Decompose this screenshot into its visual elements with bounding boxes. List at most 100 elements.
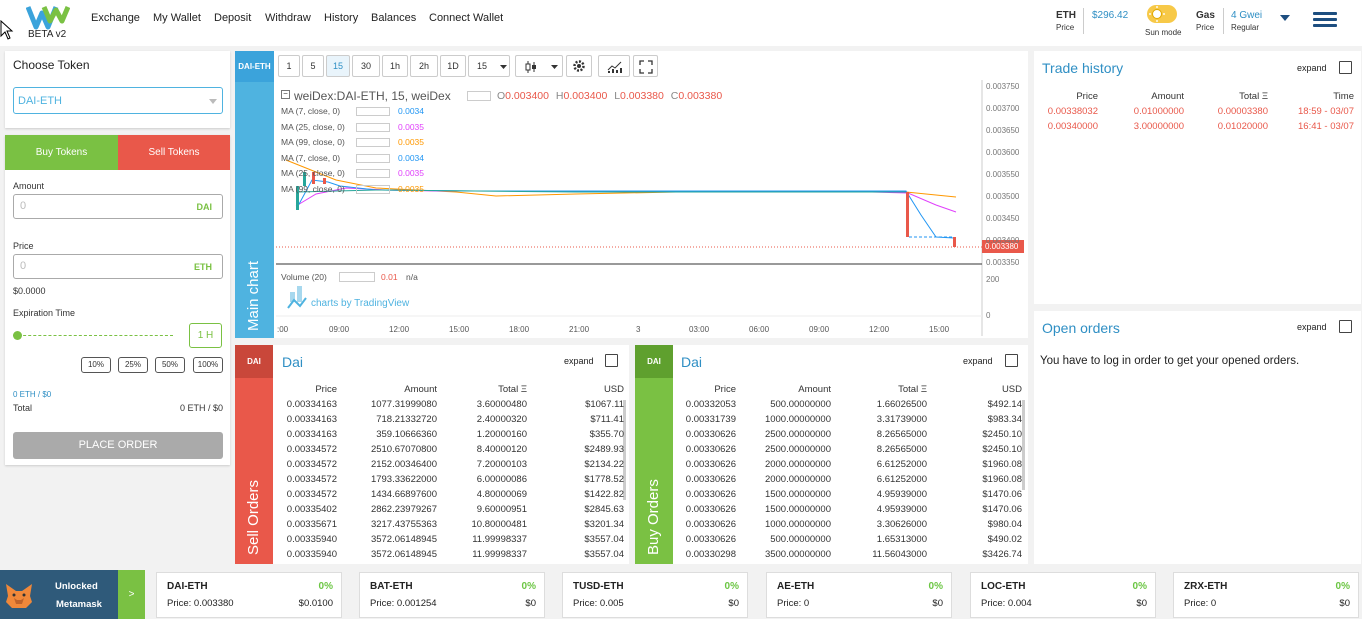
tradingview-logo[interactable] [287,286,307,309]
expand-icon[interactable] [1005,354,1018,367]
metamask-arrow-button[interactable]: > [118,570,145,619]
price-input[interactable]: 0 ETH [13,254,223,279]
nav-balances[interactable]: Balances [371,12,417,24]
amount-input[interactable]: 0 DAI [13,194,223,219]
expiration-slider[interactable] [13,335,173,336]
ma-toggle-icons[interactable] [356,169,390,178]
order-row[interactable]: 0.00330626 2500.00000000 8.26565000 $2450.1… [673,444,1026,459]
expand-icon[interactable] [1339,320,1352,333]
indicators-button[interactable] [598,55,630,77]
order-row[interactable]: 0.00334163 359.10666360 1.20000160 $355.70 [273,429,627,444]
order-row[interactable]: 0.00334572 2510.67070800 8.40000120 $2489.9… [273,444,627,459]
pct-100-button[interactable]: 100% [193,357,223,373]
price-chart[interactable] [276,80,1024,336]
order-row[interactable]: 0.00334163 718.21332720 2.40000320 $711.41 [273,414,627,429]
pct-25-button[interactable]: 25% [118,357,148,373]
tf-5[interactable]: 5 [302,55,324,77]
tf-15-select[interactable]: 15 [468,55,510,77]
ticker-card[interactable]: TUSD-ETH 0% Price: 0.005 $0 [562,572,748,618]
sell-orders-expand[interactable]: expand [564,356,594,366]
slider-handle[interactable] [13,331,22,340]
tf-2h[interactable]: 2h [410,55,438,77]
order-row[interactable]: 0.00330626 1500.00000000 4.95939000 $1470.0… [673,504,1026,519]
ma-toggle-icons[interactable] [356,107,390,116]
trade-history-row[interactable]: 0.00338032 0.01000000 0.00003380 18:59 - 03… [1034,106,1361,121]
chart-collapse-icon[interactable]: − [281,90,290,99]
ticker-card[interactable]: ZRX-ETH 0% Price: 0 $0 [1173,572,1359,618]
order-row[interactable]: 0.00335940 3572.06148945 11.99998337 $3557.… [273,534,627,549]
fullscreen-button[interactable] [633,55,658,77]
ticker-card[interactable]: LOC-ETH 0% Price: 0.004 $0 [970,572,1156,618]
expand-icon[interactable] [605,354,618,367]
gas-value[interactable]: 4 Gwei [1231,10,1263,21]
volume-toggle-icons[interactable] [339,272,375,282]
order-row[interactable]: 0.00330626 2000.00000000 6.61252000 $1960.0… [673,474,1026,489]
ma-toggle-icons[interactable] [356,138,390,147]
order-row[interactable]: 0.00330626 2500.00000000 8.26565000 $2450.1… [673,429,1026,444]
weidex-logo[interactable] [26,4,70,30]
trade-history-expand[interactable]: expand [1297,63,1327,73]
ma-toggle-icons[interactable] [356,153,390,163]
order-row[interactable]: 0.00330626 500.00000000 1.65313000 $490.02 [673,534,1026,549]
chevron-down-icon[interactable] [1280,15,1290,21]
nav-deposit[interactable]: Deposit [214,12,252,24]
order-row[interactable]: 0.00330298 3500.00000000 11.56043000 $3426.… [673,549,1026,564]
order-row[interactable]: 0.00331739 1000.00000000 3.31739000 $983.34 [673,414,1026,429]
order-row[interactable]: 0.00330626 2000.00000000 6.61252000 $1960.0… [673,459,1026,474]
order-row[interactable]: 0.00332053 500.00000000 1.66026500 $492.14 [673,399,1026,414]
buy-scrollbar[interactable] [1022,400,1025,490]
trade-history-row[interactable]: 0.00340000 3.00000000 0.01020000 16:41 - 03… [1034,121,1361,136]
nav-withdraw[interactable]: Withdraw [265,12,311,24]
sell-tokens-tab[interactable]: Sell Tokens [118,135,230,170]
expand-icon[interactable] [1339,61,1352,74]
pct-10-button[interactable]: 10% [81,357,111,373]
tf-1[interactable]: 1 [278,55,300,77]
buy-orders-expand[interactable]: expand [963,356,993,366]
sun-mode-toggle[interactable] [1147,5,1177,23]
order-row[interactable]: 0.00330626 1500.00000000 4.95939000 $1470.0… [673,489,1026,504]
tradingview-link[interactable]: charts by TradingView [311,298,410,309]
metamask-status[interactable]: Unlocked Metamask > [0,570,145,619]
nav-exchange[interactable]: Exchange [91,12,140,24]
candle-type-button[interactable] [515,55,563,77]
trade-history-title: Trade history [1042,60,1124,76]
tf-15[interactable]: 15 [326,55,350,77]
sell-scrollbar[interactable] [623,400,626,500]
open-orders-expand[interactable]: expand [1297,322,1327,332]
order-row[interactable]: 0.00335671 3217.43755363 10.80000481 $3201.… [273,519,627,534]
expiration-value-button[interactable]: 1 H [189,323,222,348]
order-cell: 0.00335940 [286,534,337,545]
order-row[interactable]: 0.00330626 1000.00000000 3.30626000 $980.04 [673,519,1026,534]
ma-toggle-icons[interactable] [356,184,390,194]
order-row[interactable]: 0.00335402 2862.23979267 9.60000951 $2845.6… [273,504,627,519]
col-header: Amount [798,384,831,395]
hamburger-menu-icon[interactable] [1313,12,1337,28]
buy-tokens-tab[interactable]: Buy Tokens [5,135,118,170]
nav-my-wallet[interactable]: My Wallet [153,12,201,24]
order-row[interactable]: 0.00334572 2152.00346400 7.20000103 $2134.2… [273,459,627,474]
pct-50-button[interactable]: 50% [155,357,185,373]
order-cell: 1.65313000 [876,534,927,545]
order-row[interactable]: 0.00334572 1793.33622000 6.00000086 $1778.5… [273,474,627,489]
tf-1d[interactable]: 1D [440,55,466,77]
order-row[interactable]: 0.00334163 1077.31999080 3.60000480 $1067.1… [273,399,627,414]
ticker-usd: $0 [728,598,739,609]
place-order-button[interactable]: PLACE ORDER [13,432,223,459]
nav-connect-wallet[interactable]: Connect Wallet [429,12,504,24]
ticker-card[interactable]: AE-ETH 0% Price: 0 $0 [766,572,952,618]
ticker-card[interactable]: BAT-ETH 0% Price: 0.001254 $0 [359,572,545,618]
order-row[interactable]: 0.00334572 1434.66897600 4.80000069 $1422.8… [273,489,627,504]
ticker-card[interactable]: DAI-ETH 0% Price: 0.003380 $0.0100 [156,572,342,618]
buy-orders-side-label: Buy Orders [645,479,662,555]
gas-mode[interactable]: Regular [1231,23,1260,32]
tf-30[interactable]: 30 [352,55,380,77]
token-select[interactable]: DAI-ETH [13,87,223,114]
order-row[interactable]: 0.00335940 3572.06148945 11.99998337 $3557.… [273,549,627,564]
order-cell: $1470.06 [982,504,1022,515]
tf-1h[interactable]: 1h [382,55,408,77]
ma-toggle-icons[interactable] [356,122,390,132]
nav-history[interactable]: History [324,12,359,24]
legend-toggle-icons[interactable] [467,91,491,101]
chart-settings-button[interactable] [566,55,592,77]
x-tick: :00 [277,325,289,334]
